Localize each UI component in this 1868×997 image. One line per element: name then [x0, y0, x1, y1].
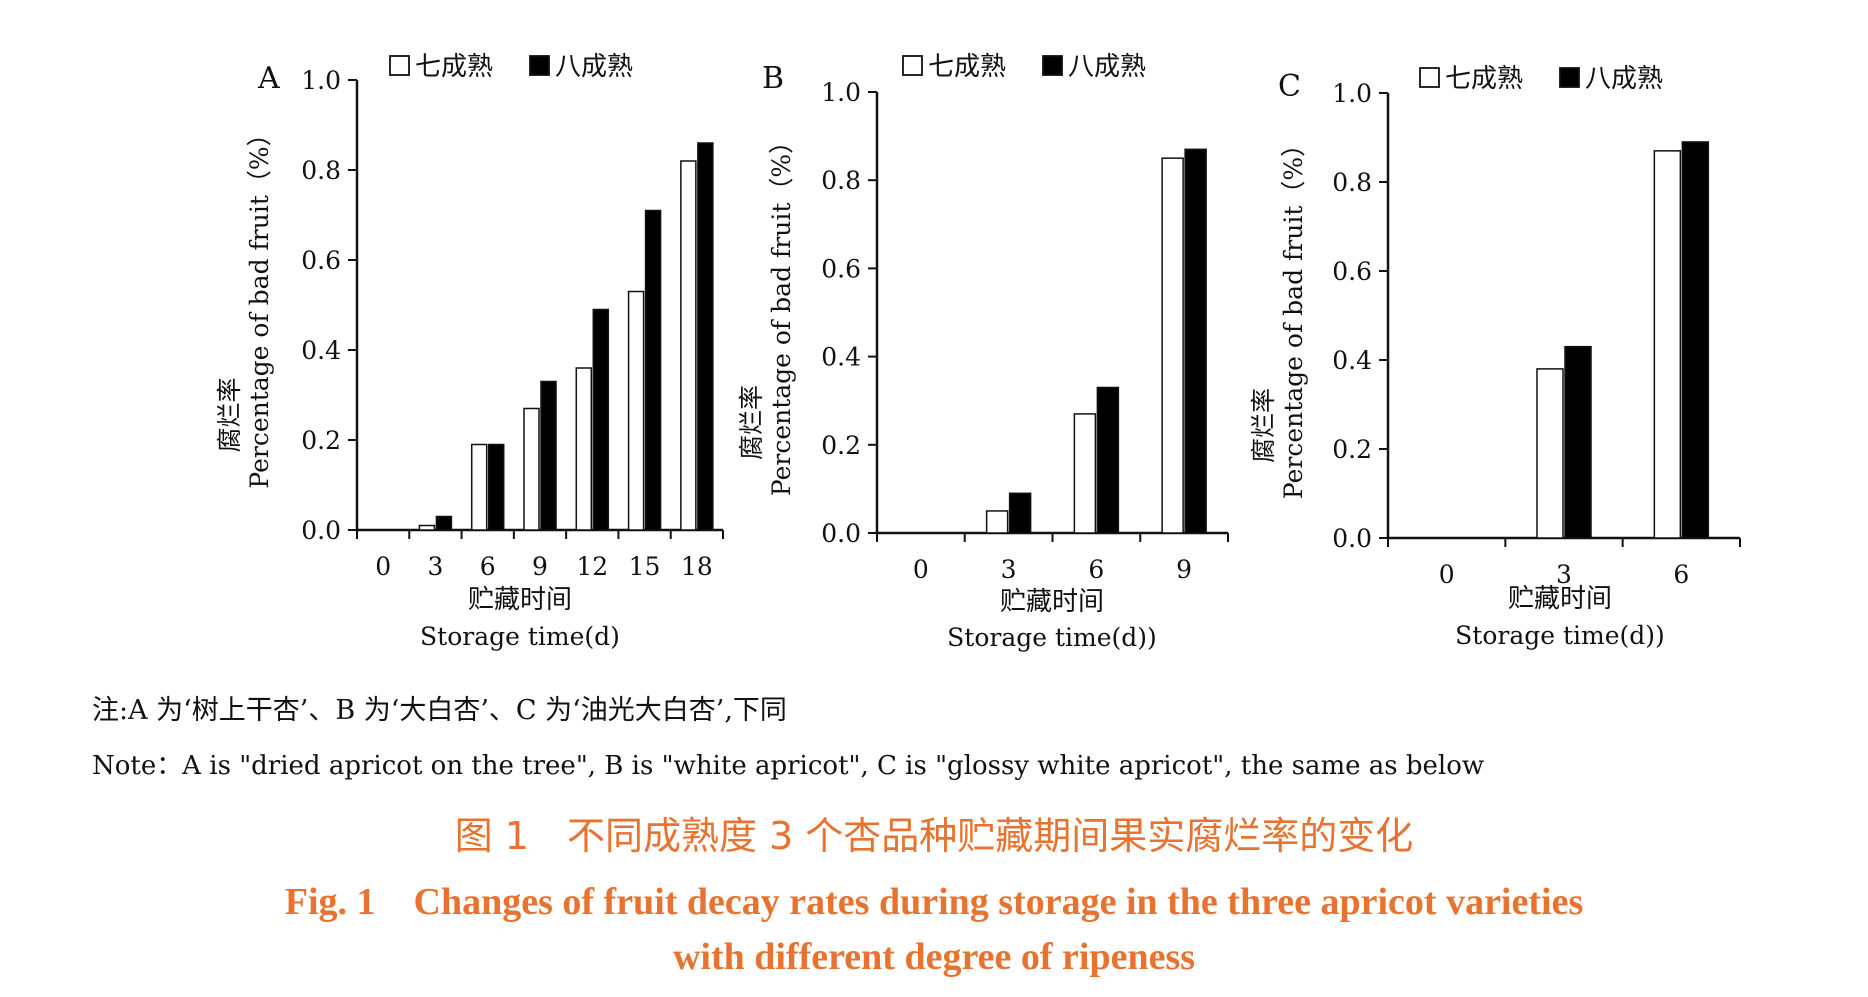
panel-b-x-axis-label-cn: 贮藏时间	[1000, 587, 1104, 617]
panel-a-bar-ripe80	[435, 515, 453, 531]
panel-a-y-tick-label: 0.2	[301, 426, 341, 455]
panel-a-bar-ripe70	[627, 290, 645, 531]
panel-c-y-tick-label: 0.6	[1332, 257, 1372, 286]
panel-c-legend-label: 七成熟	[1445, 64, 1523, 94]
panel-a-x-tick-label: 15	[629, 552, 661, 581]
panel-a-legend-swatch	[529, 55, 550, 76]
panel-b-legend-swatch	[902, 55, 923, 76]
panel-b-legend-label: 八成熟	[1068, 52, 1146, 82]
panel-a-bar-ripe70	[418, 524, 436, 531]
note-chinese: 注:A 为‘树上干杏’、B 为‘大白杏’、C 为‘油光大白杏’,下同	[92, 695, 787, 726]
panel-c-x-tick-label: 0	[1439, 560, 1455, 589]
panel-c-y-tick-label: 0.0	[1332, 524, 1372, 553]
panel-a-bar-ripe80	[697, 142, 714, 531]
panel-a-bar-ripe70	[523, 407, 540, 531]
panel-b-x-tick-label: 3	[1001, 555, 1017, 584]
panel-c-y-tick-label: 0.8	[1332, 168, 1372, 197]
panel-b-bar-ripe70	[1073, 413, 1097, 534]
panel-b-legend-label: 七成熟	[928, 52, 1006, 82]
figure-caption-english-line2: with different degree of ripeness	[672, 936, 1196, 978]
panel-b-y-tick-label: 0.0	[821, 519, 861, 548]
panel-c-label: C	[1278, 69, 1301, 104]
panel-a-bar-ripe70	[575, 367, 593, 531]
figure-panels: A 0.0 0.2 0.4 0.6 0.8 1.0 0 3 6 9 12 15 18 七成熟 八成熟 Perce…	[215, 52, 1741, 652]
panel-c-x-tick-label: 3	[1556, 560, 1572, 589]
panel-a-y-tick-label: 0.0	[301, 516, 341, 545]
panel-b-y-tick-label: 0.6	[821, 254, 861, 283]
note-english: Note：A is "dried apricot on the tree", B…	[92, 751, 1485, 781]
panel-b-bar-ripe70	[985, 510, 1009, 534]
figure-caption-chinese: 图 1 不同成熟度 3 个杏品种贮藏期间果实腐烂率的变化	[454, 814, 1414, 858]
panel-c-legend-swatch	[1419, 67, 1440, 88]
panel-a-bar-ripe80	[487, 443, 505, 531]
panel-a-bar-ripe80	[592, 308, 610, 531]
panel-a-bar-ripe70	[470, 443, 488, 531]
panel-c-y-axis-label-en: Percentage of bad fruit（%）	[1279, 132, 1308, 499]
panel-a-y-tick-label: 0.6	[301, 246, 341, 275]
panel-b-bar-ripe70	[1161, 157, 1184, 534]
panel-b-y-axis-label-cn: 腐烂率	[737, 385, 766, 460]
panel-c-legend-swatch	[1559, 67, 1580, 88]
panel-b-y-tick-label: 0.2	[821, 431, 861, 460]
panel-c-bar-ripe80	[1564, 345, 1592, 539]
panel-a-y-axis-label-cn: 腐烂率	[215, 377, 244, 452]
panel-b-bar-ripe80	[1096, 386, 1120, 534]
panel-a-legend-label: 八成熟	[555, 52, 633, 82]
panel-a-y-axis-label-en: Percentage of bad fruit（%）	[245, 121, 274, 488]
panel-a-x-axis-label-en: Storage time(d)	[420, 622, 620, 651]
panel-a-bar-ripe80	[540, 380, 557, 531]
panel-a-y-tick-label: 0.4	[301, 336, 341, 365]
panel-b-y-tick-label: 0.4	[821, 343, 861, 372]
panel-b-bar-ripe80	[1008, 492, 1032, 534]
panel-c-y-axis-label-cn: 腐烂率	[1249, 388, 1278, 463]
panel-c-y-tick-label: 0.2	[1332, 435, 1372, 464]
panel-c-legend-label: 八成熟	[1585, 64, 1663, 94]
panel-a-x-axis-label-cn: 贮藏时间	[468, 585, 572, 615]
panel-b-y-axis-label-en: Percentage of bad fruit（%）	[767, 129, 796, 496]
panel-b-legend-swatch	[1042, 55, 1063, 76]
panel-a-legend-label: 七成熟	[415, 52, 493, 82]
panel-a-x-tick-label: 6	[480, 552, 496, 581]
panel-c-y-tick-label: 1.0	[1332, 79, 1372, 108]
panel-b-y-tick-label: 0.8	[821, 166, 861, 195]
panel-c-bar-ripe80	[1681, 141, 1710, 539]
panel-c-y-tick-label: 0.4	[1332, 346, 1372, 375]
panel-a-bar-ripe80	[644, 209, 662, 531]
panel-a-x-tick-label: 9	[532, 552, 548, 581]
panel-a-x-tick-label: 12	[576, 552, 608, 581]
panel-b-x-tick-label: 9	[1176, 555, 1192, 584]
panel-b-x-tick-label: 6	[1088, 555, 1104, 584]
panel-a-x-tick-label: 0	[375, 552, 391, 581]
panel-b-bar-ripe80	[1184, 148, 1207, 534]
panel-c-x-axis-label-en: Storage time(d))	[1455, 621, 1665, 650]
panel-c-x-axis-label-cn: 贮藏时间	[1508, 584, 1612, 614]
panel-a-legend-swatch	[389, 55, 410, 76]
panel-c-bar-ripe70	[1653, 150, 1682, 539]
panel-a-y-tick-label: 1.0	[301, 66, 341, 95]
panel-b-x-axis-label-en: Storage time(d))	[947, 623, 1157, 652]
panel-c-bar-ripe70	[1536, 368, 1564, 539]
panel-a-label: A	[257, 61, 280, 96]
panel-b-label: B	[762, 61, 784, 96]
panel-a-bar-ripe70	[680, 160, 697, 531]
panel-a-x-tick-label: 3	[427, 552, 443, 581]
panel-b-y-tick-label: 1.0	[821, 78, 861, 107]
panel-a-y-tick-label: 0.8	[301, 156, 341, 185]
figure-caption-english-line1: Fig. 1 Changes of fruit decay rates duri…	[284, 881, 1584, 923]
panel-c-x-tick-label: 6	[1673, 560, 1689, 589]
panel-a-x-tick-label: 18	[681, 552, 713, 581]
panel-b-x-tick-label: 0	[913, 555, 929, 584]
